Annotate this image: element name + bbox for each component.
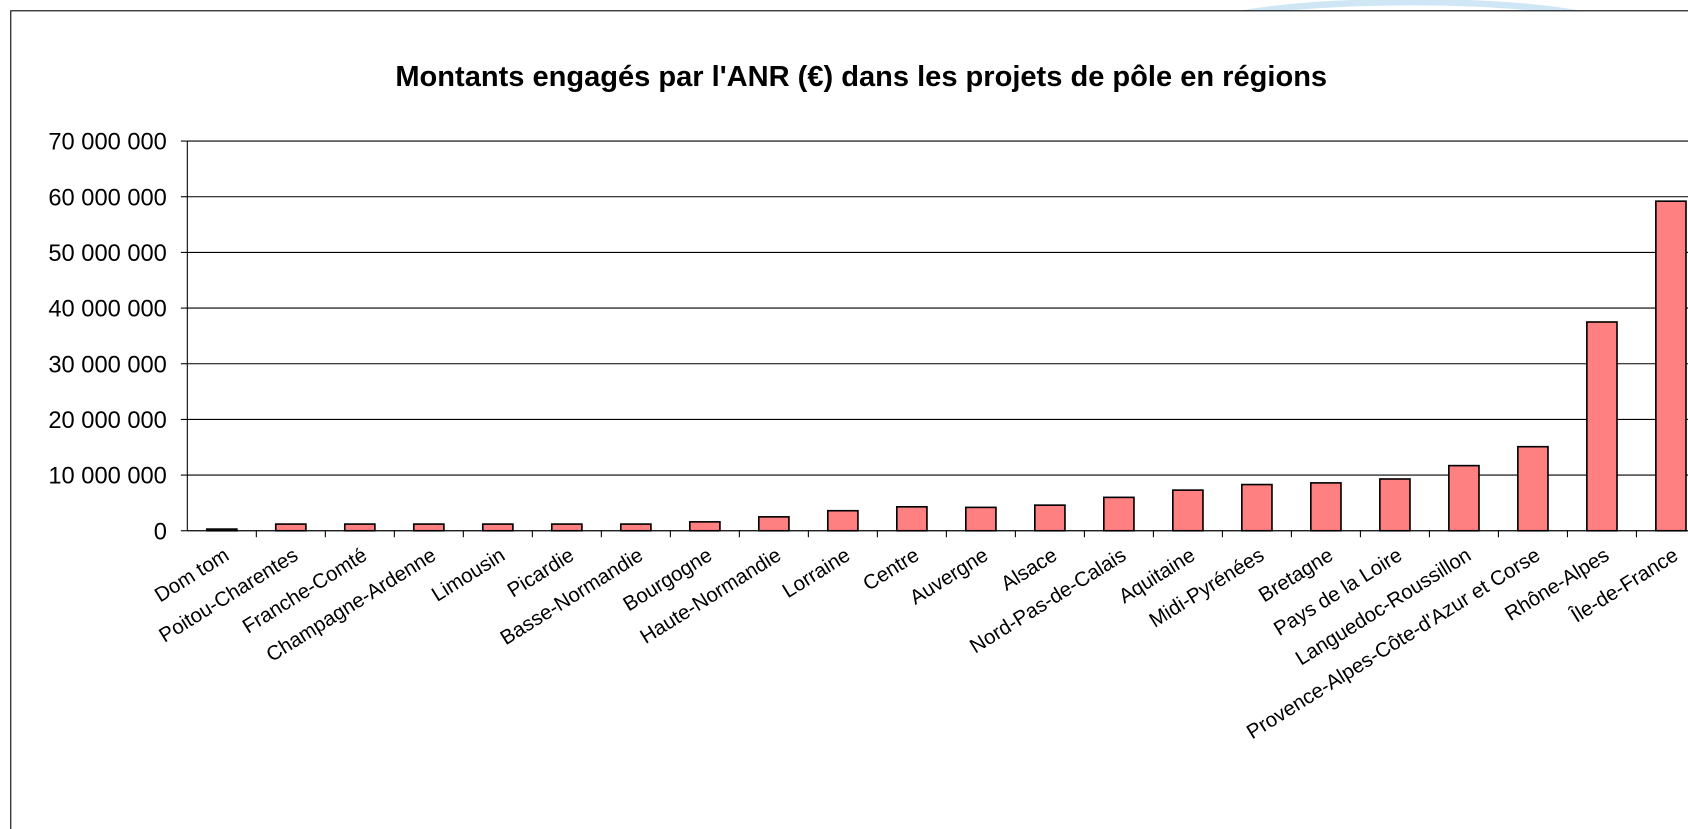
y-tick-label: 70 000 000 [48,130,166,156]
bar [757,516,790,532]
bar [1448,464,1480,532]
bar [1310,482,1342,532]
bar [619,523,652,532]
y-tick-label: 30 000 000 [48,352,166,378]
chart-title: Montants engagés par l'ANR (€) dans les … [395,61,1327,93]
bar [1379,478,1411,532]
bar [274,523,307,532]
bar [965,506,997,532]
y-tick-label: 10 000 000 [48,464,166,490]
bar [1241,483,1273,532]
bar [1517,445,1549,532]
bar [1172,489,1204,532]
bar [1103,496,1135,532]
y-tick-label: 20 000 000 [48,408,166,434]
bar [550,523,583,532]
y-tick-label: 50 000 000 [48,241,166,267]
bar [1655,200,1687,532]
bar [826,509,859,532]
y-tick-label: 60 000 000 [48,185,166,211]
bar [343,523,376,532]
bar [688,521,721,532]
bar [481,523,514,532]
bar [1586,321,1618,532]
y-tick-label: 40 000 000 [48,297,166,323]
y-tick-label: 0 [154,519,167,545]
bar [895,506,928,532]
bar [412,523,445,532]
bar [1034,504,1066,532]
